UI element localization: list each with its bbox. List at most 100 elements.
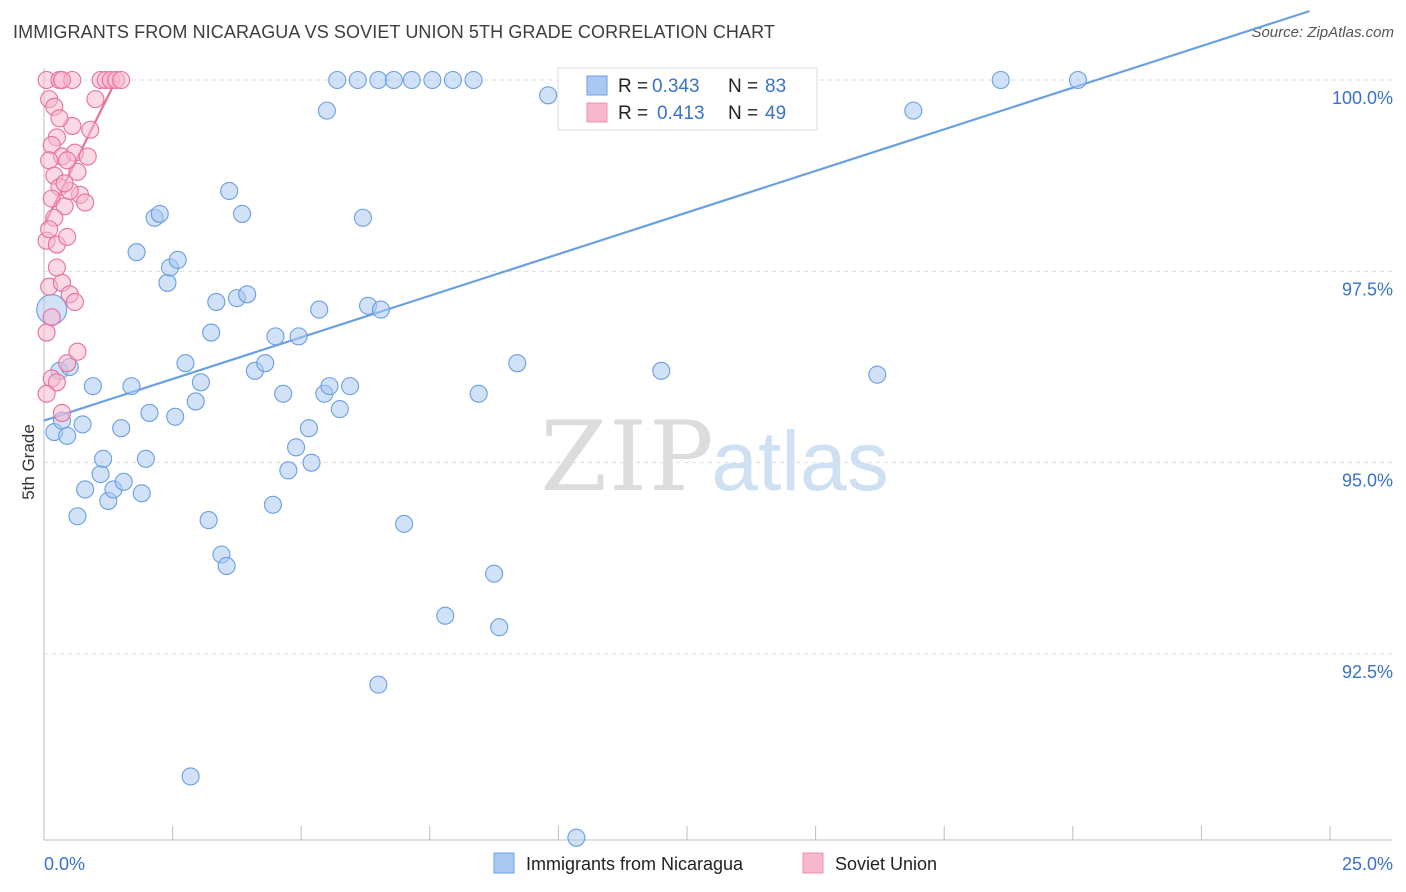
point-nicaragua-48 — [302, 453, 321, 472]
y-tick-label-3: 92.5% — [1342, 662, 1393, 682]
point-soviet-21 — [58, 354, 77, 373]
point-soviet-23 — [52, 403, 72, 422]
point-nicaragua-23 — [158, 273, 177, 292]
point-nicaragua-81 — [1068, 70, 1087, 90]
point-nicaragua-16 — [122, 377, 141, 396]
point-nicaragua-46 — [289, 327, 308, 346]
legend-swatch-soviet — [802, 852, 824, 874]
watermark-zip: ZIP — [540, 401, 715, 513]
point-nicaragua-38 — [238, 285, 257, 304]
chart-title: IMMIGRANTS FROM NICARAGUA VS SOVIET UNIO… — [13, 22, 775, 42]
stats-swatch-nicaragua — [586, 75, 608, 96]
point-nicaragua-30 — [199, 511, 218, 530]
x-tick-label-0: 0.0% — [44, 854, 85, 874]
grid-lines — [44, 79, 1392, 655]
point-nicaragua-54 — [341, 377, 360, 396]
legend-label-soviet: Soviet Union — [835, 854, 937, 874]
point-soviet-47 — [47, 258, 66, 277]
point-soviet-38 — [112, 70, 131, 90]
point-nicaragua-42 — [266, 327, 285, 346]
point-nicaragua-6 — [73, 415, 92, 434]
point-nicaragua-61 — [369, 70, 388, 90]
point-soviet-14 — [58, 227, 77, 246]
point-soviet-33 — [86, 90, 105, 109]
point-nicaragua-31 — [202, 323, 221, 342]
point-nicaragua-57 — [353, 208, 372, 227]
y-tick-label-1: 97.5% — [1342, 279, 1393, 299]
legend-label-nicaragua: Immigrants from Nicaragua — [526, 854, 744, 874]
point-nicaragua-9 — [91, 465, 110, 484]
point-nicaragua-68 — [464, 70, 483, 90]
point-nicaragua-55 — [348, 70, 367, 90]
point-nicaragua-52 — [317, 101, 336, 120]
point-nicaragua-4 — [58, 426, 77, 445]
point-nicaragua-22 — [150, 204, 169, 223]
stats-n-value-1: 83 — [765, 76, 786, 97]
point-soviet-43 — [58, 151, 77, 170]
legend-swatch-nicaragua — [493, 852, 515, 874]
stats-r-value-2: 0.413 — [657, 103, 705, 124]
point-nicaragua-41 — [263, 495, 282, 514]
point-soviet-22 — [37, 384, 56, 403]
point-nicaragua-29 — [191, 373, 210, 392]
point-nicaragua-25 — [168, 250, 187, 269]
point-nicaragua-78 — [868, 365, 887, 384]
point-nicaragua-64 — [402, 70, 421, 90]
point-soviet-42 — [50, 109, 69, 128]
point-soviet-18 — [37, 323, 56, 342]
stats-n-label-2: N = — [728, 103, 758, 124]
point-nicaragua-7 — [83, 377, 102, 396]
point-nicaragua-37 — [232, 204, 252, 223]
point-soviet-40 — [52, 70, 72, 90]
point-nicaragua-76 — [652, 361, 671, 380]
point-nicaragua-49 — [310, 300, 329, 319]
point-nicaragua-26 — [166, 407, 185, 426]
point-nicaragua-15 — [112, 419, 131, 438]
point-nicaragua-82 — [181, 767, 200, 786]
axes — [43, 68, 1392, 841]
point-nicaragua-40 — [256, 354, 275, 373]
stats-r-label-2: R = — [618, 103, 648, 124]
stats-swatch-soviet — [586, 102, 608, 123]
point-nicaragua-18 — [132, 484, 151, 503]
y-tick-label-0: 100.0% — [1332, 88, 1393, 108]
point-nicaragua-59 — [371, 300, 390, 319]
point-nicaragua-67 — [443, 70, 462, 90]
trend-line-nicaragua — [43, 10, 1310, 422]
x-tick-labels: 0.0% 25.0% — [44, 854, 1393, 874]
point-nicaragua-70 — [485, 564, 504, 583]
point-nicaragua-65 — [423, 70, 442, 90]
point-soviet-26 — [68, 162, 87, 181]
point-nicaragua-47 — [299, 419, 318, 438]
point-nicaragua-10 — [94, 449, 113, 468]
point-nicaragua-51 — [320, 377, 339, 396]
point-nicaragua-43 — [274, 384, 293, 403]
stats-n-label-1: N = — [728, 76, 758, 97]
point-nicaragua-28 — [186, 392, 205, 411]
point-nicaragua-75 — [567, 828, 586, 847]
point-nicaragua-8 — [76, 480, 95, 499]
point-nicaragua-32 — [207, 292, 226, 311]
point-nicaragua-73 — [539, 86, 558, 105]
point-nicaragua-56 — [328, 70, 347, 90]
point-soviet-45 — [40, 220, 59, 239]
point-soviet-7 — [40, 151, 59, 170]
point-nicaragua-62 — [384, 70, 403, 90]
point-nicaragua-20 — [140, 403, 159, 422]
point-nicaragua-71 — [490, 618, 509, 637]
point-soviet-41 — [65, 292, 84, 311]
stats-r-value-1: 0.343 — [652, 76, 700, 97]
point-nicaragua-45 — [287, 438, 306, 457]
source-label: Source: ZipAtlas.com — [1251, 24, 1394, 41]
point-soviet-20 — [47, 373, 66, 392]
stats-legend-box: R = 0.343 N = 83 R = 0.413 N = 49 — [557, 67, 818, 131]
point-nicaragua-14 — [114, 472, 133, 491]
data-points — [36, 70, 1087, 847]
point-nicaragua-19 — [136, 449, 155, 468]
y-tick-label-2: 95.0% — [1342, 471, 1393, 491]
stats-n-value-2: 49 — [765, 103, 786, 124]
point-nicaragua-44 — [279, 461, 298, 480]
point-nicaragua-66 — [436, 606, 455, 625]
point-soviet-29 — [78, 147, 97, 166]
